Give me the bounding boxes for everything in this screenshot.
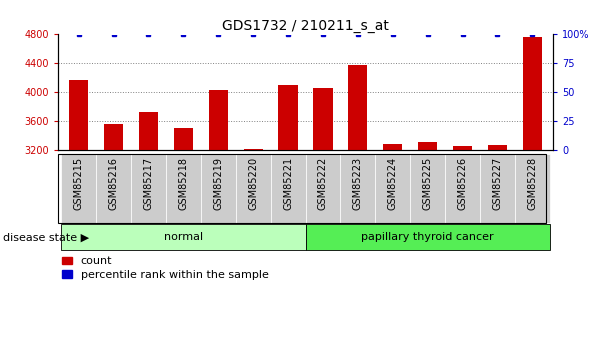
Text: GSM85228: GSM85228 [527, 157, 537, 210]
Text: GSM85225: GSM85225 [423, 157, 433, 210]
Bar [445, 154, 480, 223]
Text: GSM85218: GSM85218 [178, 157, 188, 210]
Text: GSM85215: GSM85215 [74, 157, 84, 210]
Bar [523, 37, 542, 150]
Bar [201, 154, 236, 223]
Bar [104, 124, 123, 150]
Bar [69, 80, 88, 150]
Text: GSM85221: GSM85221 [283, 157, 293, 210]
Bar [209, 90, 228, 150]
Bar [305, 224, 550, 250]
Bar [96, 154, 131, 223]
Bar [271, 154, 305, 223]
Text: GSM85226: GSM85226 [458, 157, 468, 210]
Text: normal: normal [164, 232, 203, 242]
Text: disease state ▶: disease state ▶ [3, 232, 89, 242]
Bar [139, 112, 158, 150]
Bar [515, 154, 550, 223]
Text: GSM85222: GSM85222 [318, 157, 328, 210]
Bar [383, 144, 402, 150]
Bar [131, 154, 166, 223]
Bar [480, 154, 515, 223]
Bar [313, 88, 333, 150]
Text: GSM85217: GSM85217 [143, 157, 153, 210]
Bar [236, 154, 271, 223]
Bar [340, 154, 375, 223]
Text: GSM85216: GSM85216 [109, 157, 119, 210]
Text: GSM85224: GSM85224 [388, 157, 398, 210]
Bar [410, 154, 445, 223]
Text: GSM85227: GSM85227 [492, 157, 502, 210]
Text: GSM85223: GSM85223 [353, 157, 363, 210]
Bar [166, 154, 201, 223]
Legend: count, percentile rank within the sample: count, percentile rank within the sample [57, 252, 273, 284]
Bar [174, 128, 193, 150]
Title: GDS1732 / 210211_s_at: GDS1732 / 210211_s_at [222, 19, 389, 33]
Bar [488, 145, 507, 150]
Text: GSM85220: GSM85220 [248, 157, 258, 210]
Bar [348, 65, 367, 150]
Bar [453, 146, 472, 150]
Bar [375, 154, 410, 223]
Text: papillary thyroid cancer: papillary thyroid cancer [361, 232, 494, 242]
Bar [61, 224, 305, 250]
Bar [244, 149, 263, 150]
Bar [418, 142, 437, 150]
Text: GSM85219: GSM85219 [213, 157, 223, 210]
Bar [278, 85, 298, 150]
Bar [61, 154, 96, 223]
Bar [305, 154, 340, 223]
